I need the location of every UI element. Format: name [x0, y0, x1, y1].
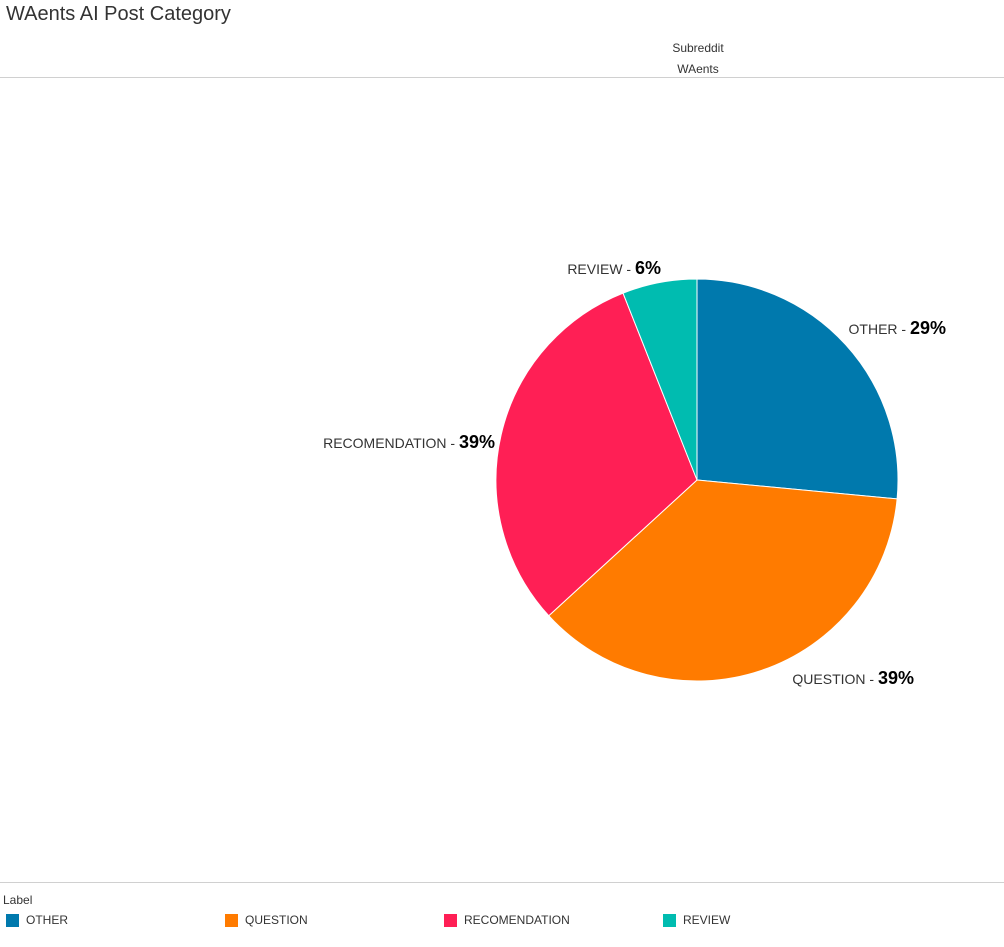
pie-slice-recomendation[interactable] — [495, 292, 698, 617]
slice-percent-question: 39% — [878, 668, 914, 688]
legend: OTHER QUESTION RECOMENDATION REVIEW — [0, 911, 1004, 931]
legend-item-review[interactable]: REVIEW — [663, 911, 730, 929]
header-divider — [0, 77, 1004, 78]
slice-percent-recomendation: 39% — [459, 432, 495, 452]
facet-value-header: WAents — [677, 62, 719, 76]
pie-slice-other[interactable] — [696, 278, 899, 500]
slice-category-review: REVIEW - — [567, 261, 635, 277]
legend-swatch-other — [6, 913, 19, 927]
pie-chart-area: OTHER - 29% QUESTION - 39% RECOMENDATION -… — [0, 78, 1004, 882]
legend-divider — [0, 882, 1004, 883]
legend-item-recomendation[interactable]: RECOMENDATION — [444, 911, 570, 929]
legend-title: Label — [3, 893, 33, 907]
legend-label-recomendation: RECOMENDATION — [464, 913, 570, 927]
slice-category-other: OTHER - — [849, 321, 910, 337]
legend-swatch-review — [663, 913, 676, 927]
legend-label-question: QUESTION — [245, 913, 308, 927]
legend-label-review: REVIEW — [683, 913, 731, 927]
facet-field-header: Subreddit — [672, 41, 724, 55]
legend-item-question[interactable]: QUESTION — [225, 911, 308, 929]
legend-swatch-recomendation — [444, 913, 457, 927]
slice-label-recomendation: RECOMENDATION - 39% — [323, 432, 495, 452]
slice-percent-review: 6% — [635, 258, 661, 278]
slice-percent-other: 29% — [910, 318, 946, 338]
chart-title: WAents AI Post Category — [6, 3, 231, 25]
slice-label-review: REVIEW - 6% — [567, 258, 661, 278]
slice-category-question: QUESTION - — [792, 671, 878, 687]
legend-label-other: OTHER — [26, 913, 68, 927]
slice-label-question: QUESTION - 39% — [792, 668, 914, 688]
pie-slice-review[interactable] — [622, 278, 698, 481]
legend-item-other[interactable]: OTHER — [6, 911, 68, 929]
slice-category-recomendation: RECOMENDATION - — [323, 435, 459, 451]
pie-chart: OTHER - 29%QUESTION - 39%RECOMENDATION -… — [323, 258, 946, 688]
pie-slice-question[interactable] — [548, 479, 898, 682]
slice-label-other: OTHER - 29% — [849, 318, 946, 338]
legend-swatch-question — [225, 913, 238, 927]
